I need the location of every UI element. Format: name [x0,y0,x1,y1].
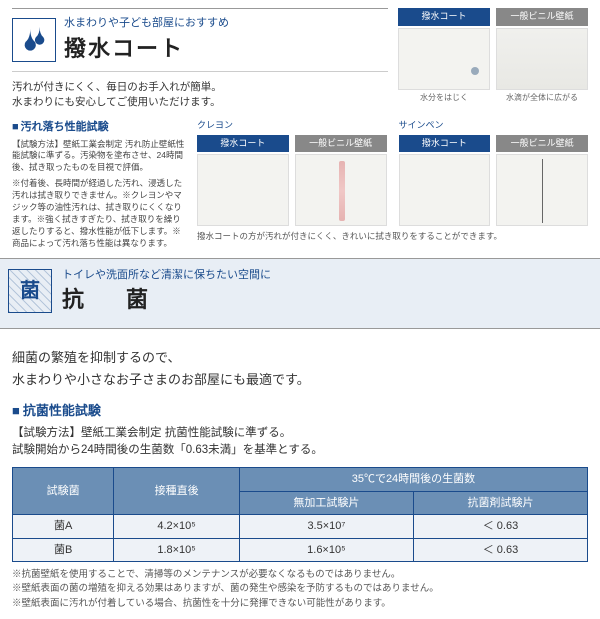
swatch-top-coat [398,28,490,90]
section1-header: 水まわりや子ども部屋におすすめ 撥水コート [12,8,388,72]
swatch-crayon-normal [295,154,387,226]
table-row: 菌A 4.2×10⁵ 3.5×10⁷ ＜ 0.63 [13,515,588,539]
section2-method: 【試験方法】壁紙工業会制定 抗菌性能試験に準ずる。 試験開始から24時間後の生菌… [12,425,588,460]
swatch-comparison: クレヨン 撥水コート 一般ビニル壁紙 サインペン 撥水コート 一般ビニル壁紙 [197,119,588,250]
antibacterial-icon: 菌 [8,269,52,313]
swatch-caption: 撥水コートの方が汚れが付きにくく、きれいに拭き取りをすることができます。 [197,230,588,243]
th-inoculation: 接種直後 [114,468,240,515]
swatch-pen-normal [496,154,588,226]
test-heading: 汚れ落ち性能試験 [12,119,187,136]
swatch-crayon-coat [197,154,289,226]
section-antibacterial: 細菌の繁殖を抑制するので、 水まわりや小さなお子さまのお部屋にも最適です。 抗菌… [0,329,600,619]
table-row: 菌B 1.8×10⁵ 1.6×10⁵ ＜ 0.63 [13,538,588,562]
th-after24h: 35℃で24時間後の生菌数 [239,468,587,492]
group-pen: サインペン [399,119,589,133]
th-bacteria: 試験菌 [13,468,114,515]
section2-notes: ※抗菌壁紙を使用することで、清掃等のメンテナンスが必要なくなるものではありません… [12,568,588,611]
group-crayon: クレヨン [197,119,387,133]
water-drop-icon [12,18,56,62]
section2-subtitle: トイレや洗面所など清潔に保ちたい空間に [62,267,592,284]
antibacterial-table: 試験菌 接種直後 35℃で24時間後の生菌数 無加工試験片 抗菌剤試験片 菌A … [12,467,588,562]
section2-test-head: 抗菌性能試験 [12,401,588,421]
tag-normal: 一般ビニル壁紙 [496,8,588,26]
swatch-pen-coat [399,154,491,226]
section-water-repellent: 水まわりや子ども部屋におすすめ 撥水コート 汚れが付きにくく、毎日のお手入れが簡… [0,0,600,258]
swatch-top-normal [496,28,588,90]
section2-title: 抗 菌 [62,283,592,316]
th-anti: 抗菌剤試験片 [413,491,587,515]
section2-banner: 菌 トイレや洗面所など清潔に保ちたい空間に 抗 菌 [0,258,600,330]
tag-coat: 撥水コート [398,8,490,26]
section1-lead: 汚れが付きにくく、毎日のお手入れが簡単。 水まわりにも安心してご使用いただけます… [12,80,388,112]
section1-title: 撥水コート [64,32,388,65]
section2-body: 細菌の繁殖を抑制するので、 水まわりや小さなお子さまのお部屋にも最適です。 [12,347,588,391]
test-description: 汚れ落ち性能試験 【試験方法】壁紙工業会制定 汚れ防止壁紙性能試験に準ずる。汚染… [12,119,187,250]
th-plain: 無加工試験片 [239,491,413,515]
section1-subtitle: 水まわりや子ども部屋におすすめ [64,15,388,32]
